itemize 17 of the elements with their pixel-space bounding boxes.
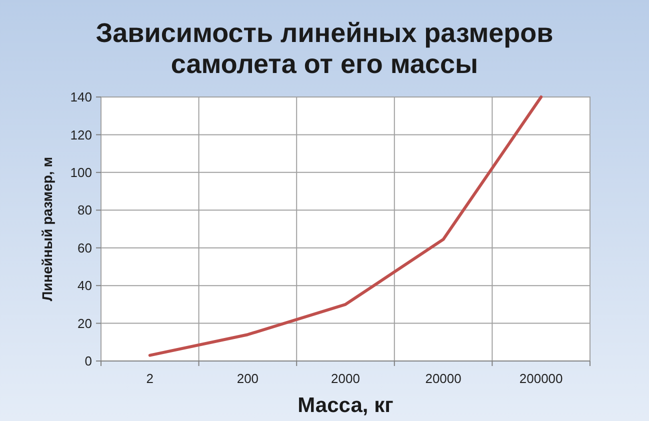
y-tick-label: 20 [78, 316, 92, 331]
y-tick-label: 0 [84, 354, 92, 369]
y-tick-label: 100 [70, 164, 92, 180]
line-series [148, 96, 543, 357]
x-tick-label: 200 [236, 371, 259, 386]
y-tick-label: 80 [78, 202, 92, 218]
y-tick-label: 140 [70, 90, 92, 105]
y-tick-label: 120 [70, 127, 92, 142]
chart-title: Зависимость линейных размеров самолета от его массы [96, 18, 554, 79]
y-tick-label: 60 [78, 240, 92, 256]
x-axis-title: Масса, кг [298, 394, 394, 417]
x-tick-label: 2000 [331, 371, 360, 386]
y-axis-title: Линейный размер, м [39, 156, 55, 302]
x-tick-label: 200000 [519, 371, 563, 386]
y-tick-label: 40 [78, 278, 92, 294]
x-tick-label: 20000 [425, 371, 462, 386]
x-tick-label: 2 [146, 371, 154, 386]
